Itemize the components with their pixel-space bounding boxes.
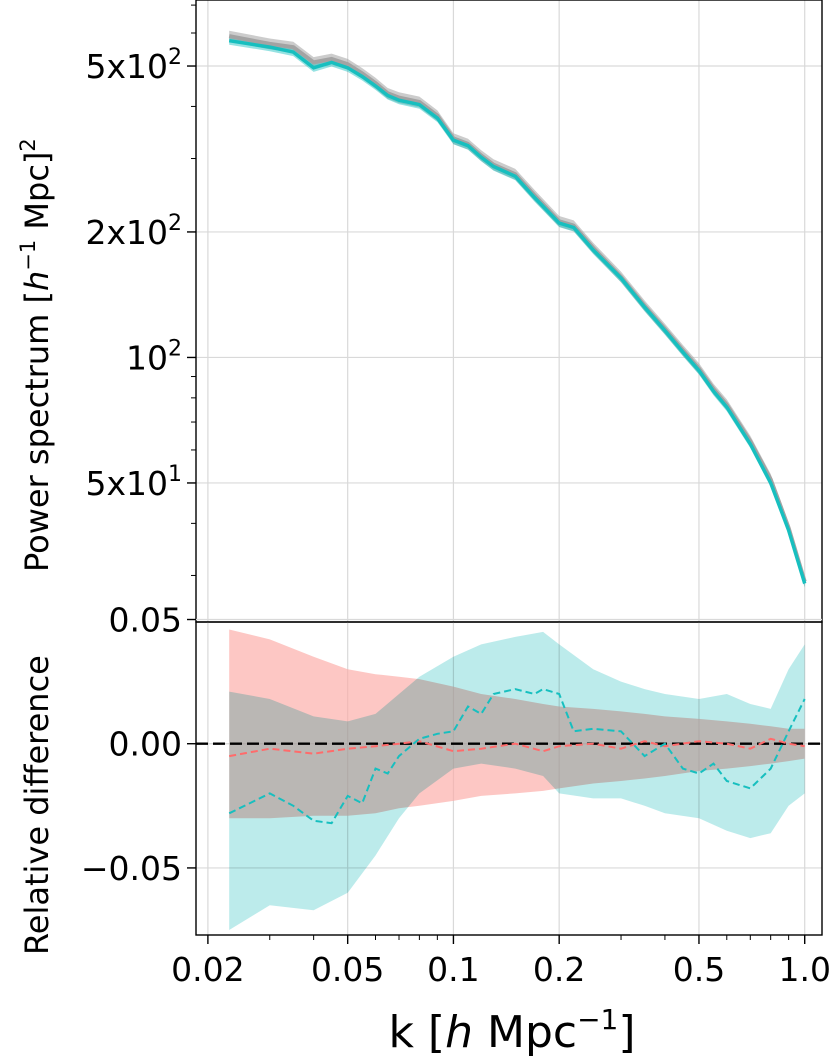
top-lines	[228, 34, 807, 585]
bottom-y-tick-label: 0.00	[109, 725, 182, 764]
top-plot-frame	[195, 0, 823, 623]
model-line	[228, 38, 807, 585]
reference-line	[228, 34, 807, 583]
bottom-lines	[196, 688, 822, 825]
x-tick-label: 0.02	[171, 950, 244, 989]
x-tick-label: 0.1	[427, 950, 479, 989]
bottom-y-axis-label: Relative difference	[18, 655, 56, 955]
x-tick-label: 0.5	[673, 950, 725, 989]
top-ticks: 5x102 2x102 102 5x101	[85, 4, 196, 576]
y-tick-label: 2x102	[85, 211, 182, 252]
top-y-axis-label: Power spectrum [h−1 Mpc]2	[16, 138, 56, 572]
cyan-dashed-line	[228, 688, 806, 825]
y-tick-label: 102	[126, 336, 182, 377]
bottom-plot-frame	[195, 621, 823, 936]
top-grid	[196, 0, 822, 622]
top-bands	[229, 30, 805, 588]
model-band	[229, 36, 805, 588]
x-tick-label: 0.05	[311, 950, 384, 989]
bottom-bands	[229, 629, 805, 930]
x-tick-label: 1.0	[778, 950, 830, 989]
cyan-band	[229, 631, 805, 930]
y-tick-label: 5x102	[85, 45, 182, 86]
bottom-y-tick-label: −0.05	[81, 849, 182, 888]
bottom-y-tick-label: 0.05	[109, 601, 182, 640]
bottom-ticks: 0.05 0.00 −0.05 0.02 0.05 0.1 0.2 0.5 1.0	[81, 601, 830, 989]
red-dashed-line	[229, 737, 805, 758]
reference-band	[229, 30, 805, 588]
y-tick-label: 5x101	[85, 462, 182, 503]
x-tick-label: 0.2	[533, 950, 585, 989]
x-axis-label: k [h Mpc−1]	[388, 1003, 635, 1058]
bottom-panel: 0.05 0.00 −0.05 0.02 0.05 0.1 0.2 0.5 1.0	[81, 601, 830, 989]
top-panel: 5x102 2x102 102 5x101	[85, 0, 823, 623]
